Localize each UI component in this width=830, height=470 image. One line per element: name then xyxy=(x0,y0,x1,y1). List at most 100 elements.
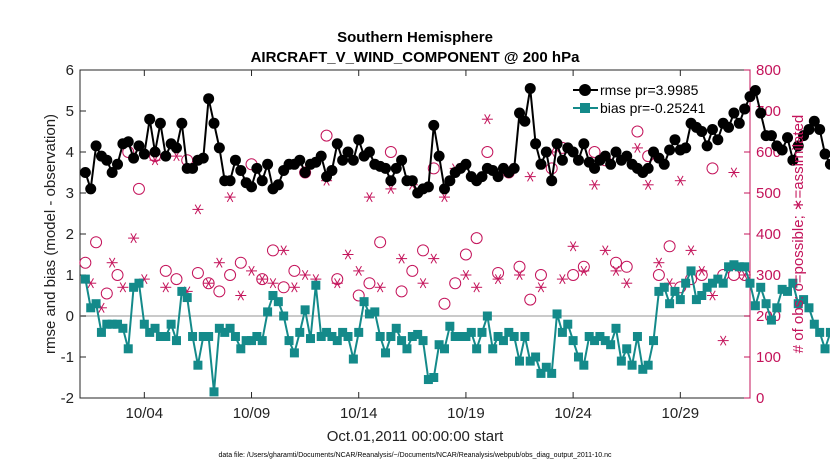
asterisk-stroke xyxy=(366,192,373,203)
possible-obs-marker xyxy=(79,256,92,269)
bias-series-marker xyxy=(193,360,203,370)
asterisk-stroke xyxy=(376,282,384,293)
rmse-series-marker xyxy=(122,136,134,148)
x-axis: 10/04 10/09 10/14 10/19 10/24 10/29 xyxy=(126,70,699,422)
assimilated-obs-marker xyxy=(428,253,440,264)
bias-series-marker xyxy=(279,311,289,321)
asterisk-stroke xyxy=(580,265,588,276)
y-tick-label-left: 6 xyxy=(66,62,74,79)
bias-series-marker xyxy=(327,332,337,341)
x-tick-label: 10/04 xyxy=(126,405,164,422)
bias-series-marker xyxy=(809,319,819,329)
bias-series-marker xyxy=(734,262,744,272)
bias-series-marker xyxy=(557,327,567,337)
y-tick-label-left: 4 xyxy=(66,144,74,161)
bias-series-marker xyxy=(756,282,766,292)
assimilated-obs-marker xyxy=(117,282,129,293)
assimilated-obs-marker xyxy=(417,278,429,289)
rmse-series-marker xyxy=(154,117,166,129)
asterisk-stroke xyxy=(398,253,405,264)
assimilated-obs-marker xyxy=(106,257,118,268)
bias-series-marker xyxy=(718,278,728,288)
asterisk-stroke xyxy=(430,253,437,264)
assimilated-obs-marker xyxy=(363,192,375,203)
rmse-series-marker xyxy=(712,134,724,146)
assimilated-obs-marker xyxy=(471,282,483,293)
rmse-series-marker xyxy=(363,146,375,158)
assimilated-obs-marker xyxy=(396,253,408,264)
rmse-series-marker xyxy=(519,115,531,127)
possible-obs-marker xyxy=(191,266,204,279)
possible-obs-marker xyxy=(706,162,719,175)
possible-obs-marker xyxy=(449,277,462,290)
rmse-series-marker xyxy=(723,121,735,133)
y-axis-left: -2 -1 0 1 2 3 4 5 6 xyxy=(61,62,86,407)
possible-obs-marker xyxy=(427,162,440,175)
possible-obs-marker xyxy=(352,289,365,302)
possible-obs-marker xyxy=(111,269,124,281)
asterisk-stroke xyxy=(130,233,137,244)
bias-series-marker xyxy=(263,307,273,317)
asterisk-stroke xyxy=(216,257,223,268)
assimilated-obs-marker xyxy=(589,179,601,190)
possible-obs-marker xyxy=(170,273,183,286)
bias-series-marker xyxy=(707,278,717,288)
bias-series-marker xyxy=(573,352,583,362)
assimilated-obs-marker xyxy=(535,282,547,293)
rmse-series-marker xyxy=(224,175,236,187)
bias-series-marker xyxy=(654,286,664,296)
rmse-series-marker xyxy=(787,154,799,166)
assimilated-obs-marker xyxy=(213,257,225,268)
rmse-series-marker xyxy=(701,140,713,152)
rmse-series-marker xyxy=(170,142,182,154)
rmse-series-marker xyxy=(819,148,830,160)
rmse-series-marker xyxy=(208,117,220,129)
rmse-series-marker xyxy=(814,123,826,135)
bias-series-marker xyxy=(311,280,321,290)
rmse-series-marker xyxy=(406,175,418,187)
possible-obs-marker xyxy=(234,256,247,269)
possible-obs-marker xyxy=(320,129,333,142)
bias-series-marker xyxy=(343,332,353,341)
asterisk-stroke xyxy=(301,269,309,281)
rmse-series-marker xyxy=(85,183,97,195)
asterisk-stroke xyxy=(623,278,630,289)
bias-series-marker xyxy=(783,286,793,296)
bias-series-marker xyxy=(209,387,219,397)
possible-obs-marker xyxy=(513,260,526,273)
bias-series-marker xyxy=(145,327,155,337)
rmse-series-marker xyxy=(347,154,359,166)
rmse-series-marker xyxy=(133,140,145,152)
bias-series-marker xyxy=(606,340,616,350)
assimilated-obs-marker xyxy=(567,241,579,252)
bias-series-marker xyxy=(118,323,128,333)
bias-series-marker xyxy=(520,332,530,341)
rmse-series-marker xyxy=(535,158,547,170)
bias-series-marker xyxy=(820,344,830,354)
asterisk-stroke xyxy=(237,290,244,301)
asterisk-stroke xyxy=(462,269,470,281)
bias-series-marker xyxy=(450,332,460,341)
rmse-series-marker xyxy=(138,148,150,160)
bias-series-marker xyxy=(675,295,685,305)
bias-series-marker xyxy=(616,356,626,366)
bias-series xyxy=(80,260,830,397)
x-tick-label: 10/24 xyxy=(554,405,592,422)
rmse-series-marker xyxy=(438,183,450,195)
bias-series-marker xyxy=(214,323,224,333)
asterisk-stroke xyxy=(527,171,534,182)
assimilated-obs-marker xyxy=(631,142,643,153)
bias-series-marker xyxy=(611,323,621,333)
bias-series-marker xyxy=(493,332,503,341)
x-tick-label: 10/19 xyxy=(447,405,485,422)
bias-series-marker xyxy=(729,260,739,270)
plot-area xyxy=(79,69,751,399)
rmse-series-marker xyxy=(326,164,338,176)
assimilated-obs-marker xyxy=(481,114,493,125)
rmse-series-marker xyxy=(353,134,365,146)
assimilated-obs-marker xyxy=(235,290,247,301)
bias-series-marker xyxy=(590,336,600,346)
rmse-series-marker xyxy=(396,154,408,166)
rmse-series-marker xyxy=(79,167,91,178)
chart-subtitle: AIRCRAFT_V_WIND_COMPONENT @ 200 hPa xyxy=(251,49,581,66)
